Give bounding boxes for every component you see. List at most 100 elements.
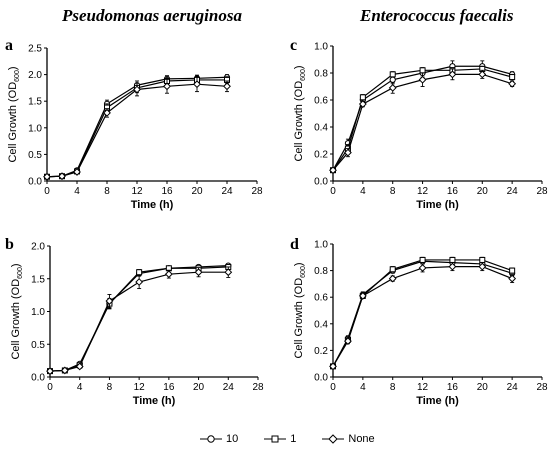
data-point — [418, 264, 427, 272]
data-point — [389, 266, 396, 273]
y-tick-label: 0.8 — [314, 69, 328, 80]
data-point — [194, 268, 203, 277]
data-point — [133, 85, 141, 94]
data-point — [509, 74, 516, 81]
y-axis-label: Cell Growth (OD600) — [293, 65, 307, 161]
x-tick-label: 20 — [477, 186, 489, 197]
data-point — [58, 172, 66, 181]
legend-label-1: 1 — [290, 433, 297, 445]
y-tick-label: 1.0 — [314, 240, 328, 251]
x-tick-label: 16 — [447, 186, 459, 197]
series-line — [332, 260, 513, 367]
data-point — [60, 366, 69, 375]
series-line — [332, 73, 513, 171]
data-point — [224, 268, 233, 277]
data-point — [478, 70, 487, 79]
panel-letter-a: a — [5, 37, 13, 54]
y-tick-label: 0.4 — [314, 123, 328, 134]
x-tick-label: 28 — [251, 186, 263, 197]
x-tick-label: 12 — [131, 186, 143, 197]
x-axis-label: Time (h) — [131, 199, 174, 211]
x-tick-label: 4 — [360, 382, 366, 393]
chart-panel-b: 0 4 8 12 16 20 24 28 0.0 0.5 1.0 1.5 2.0 Time (h) Cell… — [10, 242, 264, 408]
legend-item-10: 10 — [200, 433, 238, 445]
series-1 — [330, 256, 516, 370]
data-point — [75, 362, 84, 371]
chart-panel-d: 0 4 8 12 16 20 24 28 0.0 0.2 0.4 0.6 0.8 1.0 Time (h) C… — [293, 240, 548, 408]
data-point — [329, 362, 337, 371]
data-point — [448, 70, 457, 79]
chart-panel-a: 0 4 8 12 16 20 24 28 0.0 0.5 1.0 1.5 2.0 2.5 Time (h) C… — [7, 44, 263, 212]
data-point — [389, 76, 396, 83]
data-point — [508, 79, 517, 88]
x-tick-label: 8 — [390, 382, 396, 393]
data-point — [419, 67, 426, 74]
x-tick-label: 24 — [221, 186, 233, 197]
series-10 — [329, 258, 516, 370]
x-tick-label: 28 — [536, 186, 548, 197]
square-marker-icon — [264, 435, 287, 443]
x-tick-label: 20 — [477, 382, 489, 393]
y-axis-label: Cell Growth (OD600) — [7, 66, 21, 162]
y-tick-label: 0.8 — [314, 266, 328, 277]
data-point — [223, 82, 231, 91]
x-tick-label: 24 — [507, 186, 519, 197]
x-tick-label: 0 — [330, 382, 336, 393]
data-point — [388, 274, 397, 283]
y-tick-label: 2.0 — [28, 70, 42, 81]
data-point — [329, 166, 337, 175]
data-point — [508, 274, 517, 283]
y-tick-label: 1.0 — [314, 42, 328, 53]
series-line — [332, 68, 513, 171]
x-tick-label: 20 — [193, 382, 205, 393]
legend-label-10: 10 — [226, 433, 239, 445]
legend-item-1: 1 — [264, 433, 296, 445]
series-line — [332, 65, 513, 171]
x-tick-label: 8 — [104, 186, 110, 197]
y-tick-label: 0.5 — [31, 340, 45, 351]
data-point — [105, 297, 114, 305]
chart-panel-c: 0 4 8 12 16 20 24 28 0.0 0.2 0.4 0.6 0.8 1.0 Time (h) C… — [293, 42, 548, 212]
data-point — [389, 71, 396, 78]
x-tick-label: 12 — [134, 382, 146, 393]
x-tick-label: 20 — [191, 186, 203, 197]
legend-label-none: None — [348, 433, 375, 445]
data-point — [193, 80, 201, 89]
x-tick-label: 16 — [163, 382, 175, 393]
data-point — [163, 82, 171, 91]
data-point — [358, 100, 367, 108]
y-tick-label: 0.2 — [314, 346, 328, 357]
y-tick-label: 0.5 — [28, 150, 42, 161]
data-point — [344, 337, 352, 345]
x-tick-label: 24 — [223, 382, 235, 393]
series-line — [332, 266, 513, 367]
x-tick-label: 4 — [74, 186, 80, 197]
y-tick-label: 0.6 — [314, 96, 328, 107]
diamond-marker-icon — [322, 434, 345, 444]
x-axis-label: Time (h) — [133, 395, 176, 407]
x-tick-label: 0 — [47, 382, 53, 393]
data-point — [388, 83, 397, 92]
series-none — [329, 68, 517, 175]
data-point — [359, 94, 366, 101]
column-title-right: Enterococcus faecalis — [360, 6, 514, 25]
data-point — [43, 172, 51, 181]
data-point — [479, 256, 486, 263]
y-axis-label: Cell Growth (OD600) — [10, 263, 24, 359]
data-point — [73, 168, 81, 176]
y-tick-label: 2.5 — [28, 44, 42, 55]
series-none — [43, 76, 231, 181]
x-tick-label: 4 — [360, 186, 366, 197]
x-tick-label: 4 — [77, 382, 83, 393]
data-point — [478, 262, 487, 271]
data-point — [419, 256, 426, 263]
y-tick-label: 0.4 — [314, 319, 328, 330]
x-axis-label: Time (h) — [416, 199, 459, 211]
x-tick-label: 28 — [252, 382, 264, 393]
x-tick-label: 0 — [44, 186, 50, 197]
data-point — [344, 148, 352, 157]
data-point — [418, 75, 427, 84]
data-point — [46, 367, 54, 376]
y-tick-label: 2.0 — [31, 242, 45, 253]
y-tick-label: 0.2 — [314, 150, 328, 161]
